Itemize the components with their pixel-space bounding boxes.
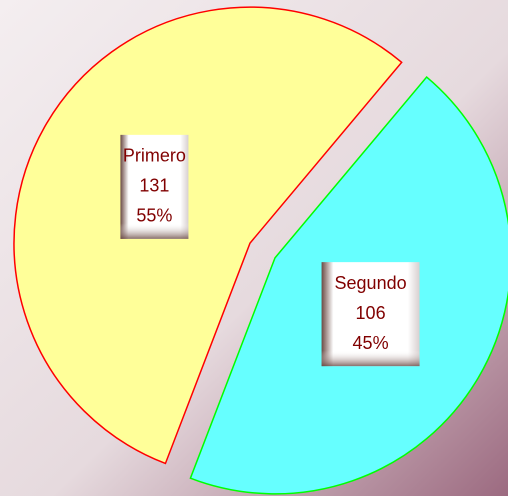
slice-name: Primero — [123, 146, 186, 166]
slice-value: 106 — [356, 303, 386, 323]
slice-percent: 45% — [353, 333, 389, 353]
slice-name: Segundo — [335, 273, 407, 293]
slice-value: 131 — [139, 176, 169, 196]
label-box-shade — [120, 134, 189, 239]
slice-percent: 55% — [136, 206, 172, 226]
pie-slice — [13, 6, 403, 465]
label-box-shade — [321, 262, 420, 367]
